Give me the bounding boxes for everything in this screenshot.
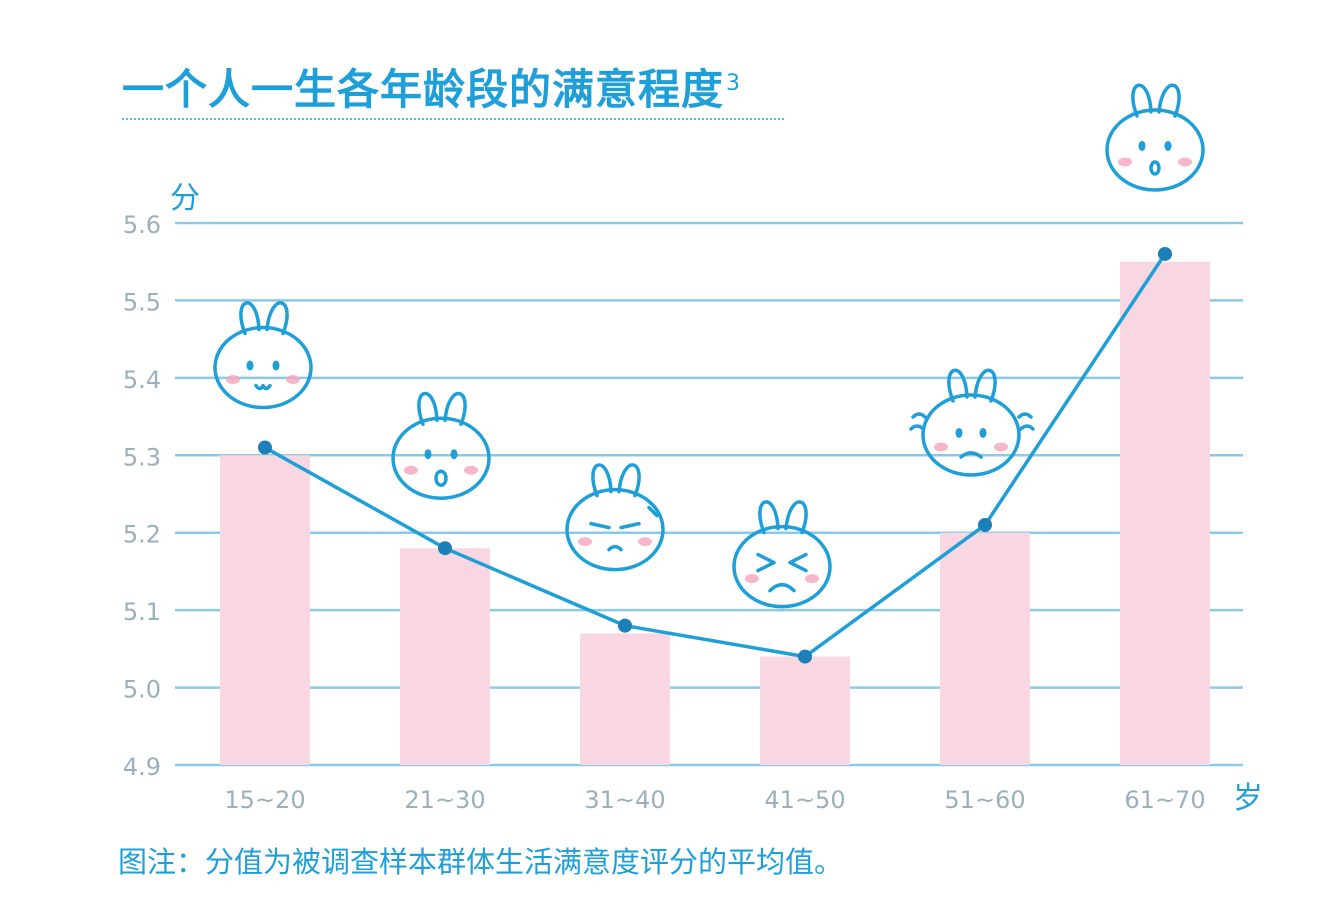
gridlines (175, 221, 1243, 767)
worried-bunny-icon (909, 368, 1035, 477)
y-axis-label: 分 (170, 181, 200, 216)
data-point (438, 541, 452, 556)
bar (1120, 261, 1210, 765)
y-tick-label: 4.9 (123, 753, 161, 781)
bunny-markers (213, 83, 1205, 609)
annoyed-bunny-icon (565, 463, 665, 572)
trend-line (258, 246, 1172, 664)
data-point (978, 517, 992, 532)
y-tick-labels: 4.9 5.0 5.1 5.2 5.3 5.4 5.5 5.6 (123, 211, 161, 781)
data-point (258, 440, 272, 455)
series-line (264, 253, 1167, 659)
x-tick-label: 21~30 (404, 786, 485, 814)
bar (580, 633, 670, 765)
x-tick-label: 41~50 (764, 786, 845, 814)
bars (220, 261, 1210, 765)
surprised-bunny-icon (391, 391, 491, 500)
chart-title-text: 一个人一生各年龄段的满意程度 (122, 65, 725, 114)
y-tick-label: 5.5 (123, 288, 161, 316)
chart-note: 图注：分值为被调查样本群体生活满意度评分的平均值。 (118, 845, 844, 879)
x-tick-label: 31~40 (584, 786, 665, 814)
delighted-bunny-icon (1105, 83, 1205, 192)
x-tick-labels: 15~20 21~30 31~40 41~50 51~60 61~70 (224, 786, 1205, 814)
bar (940, 532, 1030, 765)
data-point (1158, 246, 1172, 261)
x-axis-label: 岁 (1233, 781, 1263, 816)
bar (400, 548, 490, 765)
happy-bunny-icon (213, 301, 313, 410)
y-tick-label: 5.3 (123, 443, 161, 471)
x-tick-label: 15~20 (224, 786, 305, 814)
bar (220, 455, 310, 765)
bar (760, 656, 850, 765)
x-tick-label: 51~60 (944, 786, 1025, 814)
sad-bunny-icon (732, 500, 832, 609)
y-tick-label: 5.1 (123, 598, 161, 626)
chart-title: 一个人一生各年龄段的满意程度3 (122, 64, 741, 116)
x-tick-label: 61~70 (1124, 786, 1205, 814)
data-point (618, 618, 632, 633)
y-tick-label: 5.4 (123, 366, 161, 394)
y-tick-label: 5.2 (123, 521, 161, 549)
y-tick-label: 5.0 (123, 676, 161, 704)
footnote-marker: 3 (726, 71, 742, 96)
y-tick-label: 5.6 (123, 211, 161, 239)
title-underline (122, 118, 784, 120)
data-point (798, 649, 812, 664)
